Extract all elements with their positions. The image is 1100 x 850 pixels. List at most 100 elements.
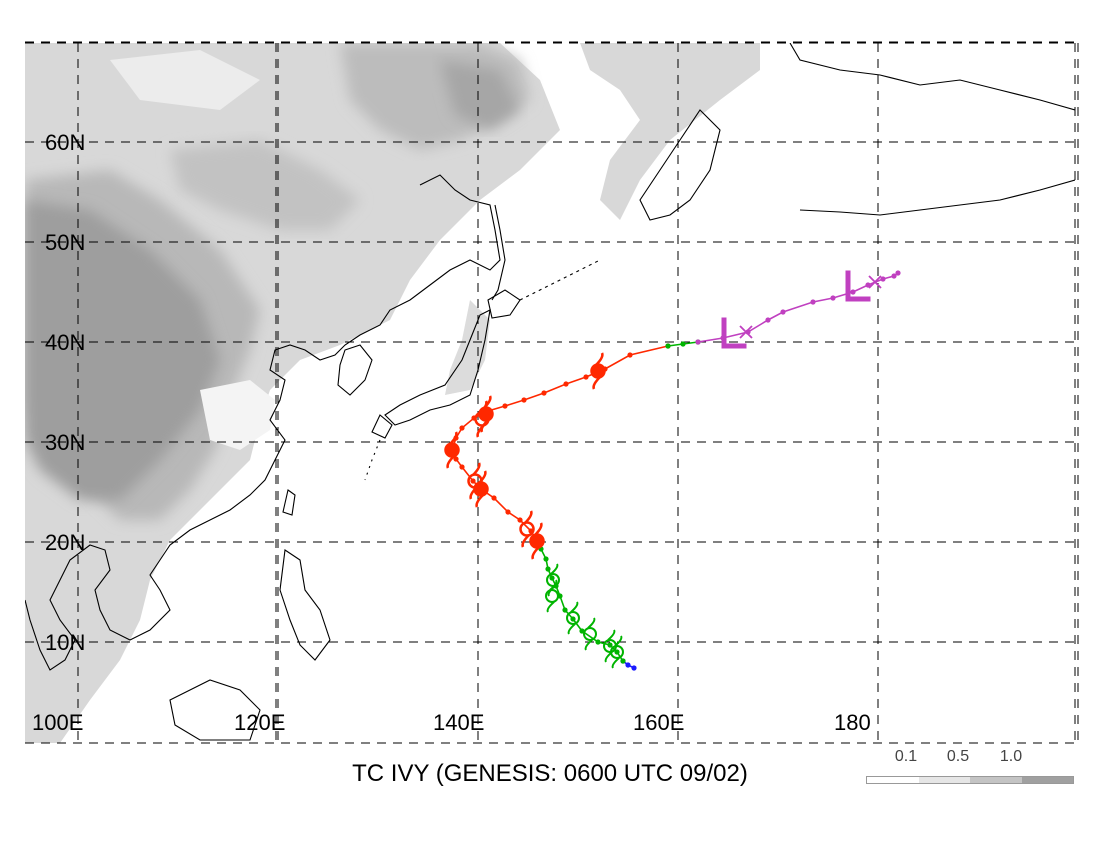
lat-labels: 10N 20N 30N 40N 50N 60N xyxy=(45,130,85,655)
lowland-patch xyxy=(200,380,275,450)
track-point xyxy=(627,352,633,358)
lat-label-50n: 50N xyxy=(45,230,85,255)
lat-label-10n: 10N xyxy=(45,630,85,655)
legend-swatch-light xyxy=(918,777,970,783)
track-point xyxy=(607,642,613,648)
track-point xyxy=(665,343,671,349)
track-point xyxy=(583,374,589,380)
track-point xyxy=(680,341,686,347)
bonin-islands xyxy=(364,439,381,481)
sakhalin xyxy=(491,204,506,301)
lon-label-140e: 140E xyxy=(433,710,484,735)
typhoon-icon xyxy=(474,400,490,438)
legend-swatch-white xyxy=(867,777,919,783)
track-point xyxy=(549,575,555,581)
track-point xyxy=(765,317,771,323)
terrain-shading xyxy=(25,43,760,743)
cross-marker xyxy=(739,325,753,339)
terrain-medium-north-east xyxy=(170,140,360,230)
track-point xyxy=(810,299,816,305)
korea xyxy=(337,344,373,396)
track-point xyxy=(491,495,497,501)
map-title: TC IVY (GENESIS: 0600 UTC 09/02) xyxy=(352,760,748,787)
typhoon-icon xyxy=(529,522,545,560)
typhoon-icon xyxy=(444,431,460,469)
typhoon-icon xyxy=(467,462,483,500)
terrain-dark-area xyxy=(25,200,220,500)
terrain-dark-ridge xyxy=(440,60,520,130)
track-point xyxy=(543,556,549,562)
lat-label-60n: 60N xyxy=(45,130,85,155)
japan-honshu xyxy=(384,309,491,426)
lat-lon-grid xyxy=(25,41,1079,744)
terrain-light-far-east xyxy=(580,43,760,220)
legend-swatches xyxy=(866,776,1074,784)
storm-track xyxy=(451,272,899,669)
legend-label-0-5: 0.5 xyxy=(946,748,970,765)
extratropical-low-icon xyxy=(721,317,747,349)
asia-east-coast xyxy=(25,174,501,671)
tropical-storm-icon xyxy=(610,635,624,669)
lon-label-180: 180 xyxy=(834,710,871,735)
track-points xyxy=(449,270,901,671)
kurile-islands xyxy=(519,259,601,301)
lon-label-120e: 120E xyxy=(234,710,285,735)
track-point xyxy=(502,403,508,409)
track-point xyxy=(459,425,465,431)
legend-label-1-0: 1.0 xyxy=(999,748,1023,765)
lat-label-30n: 30N xyxy=(45,430,85,455)
track-point xyxy=(453,456,459,462)
track-point xyxy=(620,658,626,664)
kyushu xyxy=(371,414,393,439)
tropical-storm-icon xyxy=(583,617,597,651)
kamchatka xyxy=(639,109,721,221)
lat-label-20n: 20N xyxy=(45,530,85,555)
track-point xyxy=(563,381,569,387)
siberia-north-coast xyxy=(789,43,1075,111)
philippines xyxy=(279,549,331,661)
lon-label-100e: 100E xyxy=(32,710,83,735)
track-point xyxy=(505,509,511,515)
track-point xyxy=(521,397,527,403)
tropical-storm-icon xyxy=(566,601,580,635)
lon-label-160e: 160E xyxy=(633,710,684,735)
track-point xyxy=(517,517,523,523)
track-point xyxy=(850,289,856,295)
cross-marker xyxy=(868,275,882,289)
track-point xyxy=(695,339,701,345)
track-symbols xyxy=(444,270,882,669)
track-point xyxy=(545,566,551,572)
shading-legend: 0.1 0.5 1.0 xyxy=(866,748,1074,788)
lowland-patch-north xyxy=(110,50,260,110)
legend-label-0-1: 0.1 xyxy=(894,748,918,765)
track-point xyxy=(570,616,576,622)
tropical-storm-icon xyxy=(545,579,559,613)
lon-labels: 100E 120E 140E 160E 180 xyxy=(32,710,871,735)
track-point xyxy=(470,478,476,484)
borneo xyxy=(169,679,261,741)
track-point xyxy=(830,295,836,301)
extratropical-low-icon xyxy=(845,270,871,302)
track-point xyxy=(895,270,901,276)
lat-label-40n: 40N xyxy=(45,330,85,355)
japan-hokkaido xyxy=(487,289,521,319)
track-point xyxy=(865,282,871,288)
track-point xyxy=(780,309,786,315)
legend-swatch-medium xyxy=(970,777,1022,783)
coastlines xyxy=(25,43,1075,741)
track-point xyxy=(614,649,620,655)
track-segment-typhoon xyxy=(451,345,669,542)
track-point xyxy=(541,390,547,396)
track-point xyxy=(625,662,631,668)
track-point xyxy=(595,639,601,645)
typhoon-icon xyxy=(519,510,535,548)
track-point xyxy=(459,464,465,470)
taiwan xyxy=(282,489,296,516)
typhoon-icon xyxy=(590,352,606,390)
legend-swatch-dark xyxy=(1021,777,1073,783)
track-point xyxy=(880,276,886,282)
track-point xyxy=(891,273,897,279)
track-point xyxy=(562,607,568,613)
alaska-coast xyxy=(799,179,1075,216)
